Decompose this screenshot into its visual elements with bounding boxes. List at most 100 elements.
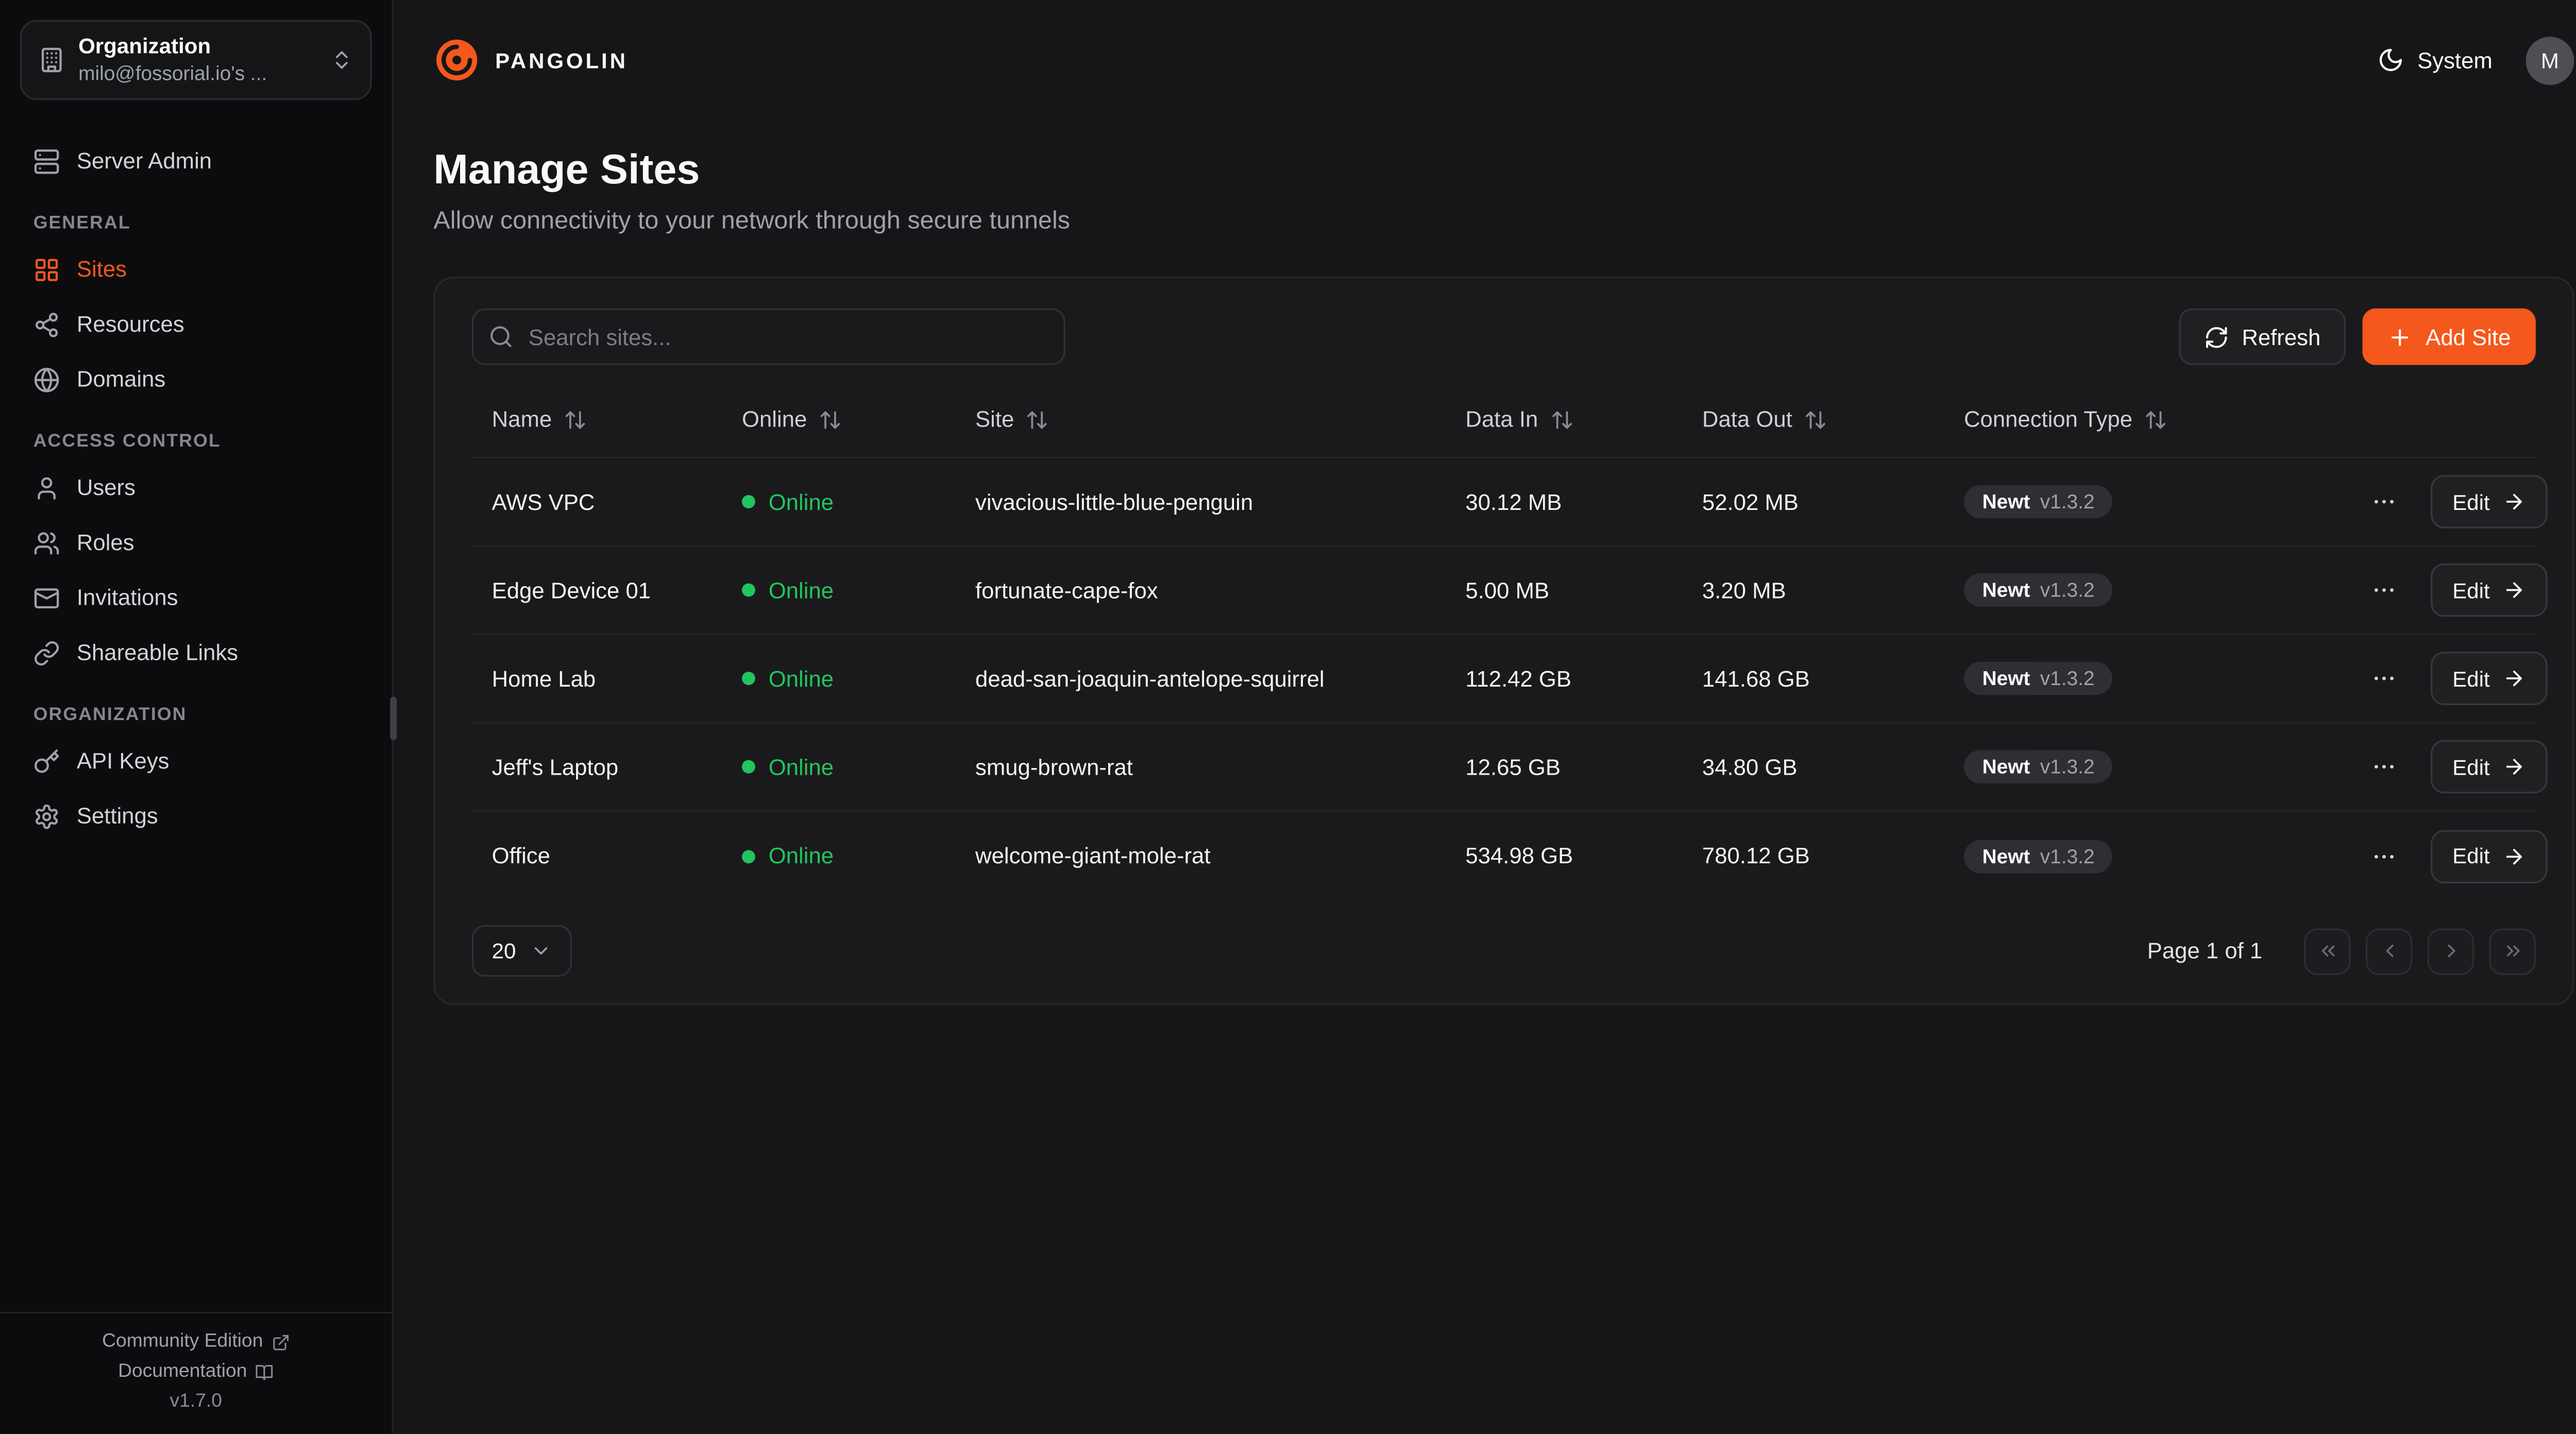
documentation-label: Documentation: [118, 1361, 247, 1382]
row-menu-button[interactable]: [2364, 482, 2404, 522]
site-slug: dead-san-joaquin-antelope-squirrel: [975, 665, 1325, 691]
online-dot-icon: [742, 760, 755, 774]
online-dot-icon: [742, 495, 755, 508]
edit-button[interactable]: Edit: [2431, 829, 2548, 883]
site-status: Online: [722, 577, 955, 603]
site-name: Jeff's Laptop: [492, 754, 619, 779]
data-out: 3.20 MB: [1702, 577, 1786, 603]
sites-grid-icon: [33, 257, 60, 283]
row-actions: Edit: [2344, 563, 2568, 617]
chevron-down-icon: [531, 940, 553, 962]
gear-icon: [33, 804, 60, 830]
card-toolbar: Refresh Add Site: [471, 308, 2536, 365]
row-menu-button[interactable]: [2364, 658, 2404, 698]
edit-button[interactable]: Edit: [2431, 652, 2548, 705]
sidebar-item-roles[interactable]: Roles: [20, 516, 372, 571]
first-page-button[interactable]: [2304, 927, 2351, 975]
theme-toggle[interactable]: System: [2377, 47, 2493, 74]
brand[interactable]: PANGOLIN: [433, 37, 628, 83]
sidebar-item-domains[interactable]: Domains: [20, 352, 372, 407]
page-size-select[interactable]: 20: [471, 925, 573, 977]
connection-type-badge: Newt v1.3.2: [1963, 750, 2113, 783]
data-in: 534.98 GB: [1465, 843, 1573, 868]
column-header-data-in[interactable]: Data In: [1446, 407, 1683, 432]
add-site-button[interactable]: Add Site: [2362, 308, 2536, 365]
next-page-button[interactable]: [2427, 927, 2475, 975]
sidebar-item-users[interactable]: Users: [20, 461, 372, 516]
online-dot-icon: [742, 583, 755, 597]
community-edition-label: Community Edition: [102, 1331, 263, 1352]
sites-table: Name Online Site Data In: [471, 382, 2548, 900]
sidebar-item-resources[interactable]: Resources: [20, 298, 372, 353]
column-header-connection-type[interactable]: Connection Type: [1944, 407, 2344, 432]
sort-icon: [564, 407, 587, 431]
column-header-online[interactable]: Online: [722, 407, 955, 432]
sidebar-resize-handle[interactable]: [390, 696, 397, 740]
sidebar-item-settings[interactable]: Settings: [20, 789, 372, 844]
community-edition-link[interactable]: Community Edition: [102, 1332, 290, 1352]
connection-type-cell: Newt v1.3.2: [1944, 573, 2344, 607]
table-row: Office Online welcome-giant-mole-rat 534…: [472, 812, 2548, 900]
documentation-link[interactable]: Documentation: [118, 1362, 274, 1382]
edit-button[interactable]: Edit: [2431, 475, 2548, 528]
globe-icon: [33, 367, 60, 394]
site-slug: smug-brown-rat: [975, 754, 1133, 779]
refresh-label: Refresh: [2242, 324, 2321, 349]
org-selector[interactable]: Organization milo@fossorial.io's ...: [20, 20, 372, 101]
data-out: 780.12 GB: [1702, 843, 1810, 868]
data-out: 34.80 GB: [1702, 754, 1798, 779]
user-icon: [33, 475, 60, 502]
brand-name: PANGOLIN: [495, 47, 628, 73]
connection-type-cell: Newt v1.3.2: [1944, 661, 2344, 695]
arrow-right-icon: [2503, 667, 2527, 690]
chevron-left-icon: [2378, 940, 2400, 962]
sidebar-item-label: Invitations: [76, 586, 178, 611]
connection-type-cell: Newt v1.3.2: [1944, 750, 2344, 783]
site-status: Online: [722, 666, 955, 691]
table-header: Name Online Site Data In: [471, 382, 2536, 458]
version-label: v1.7.0: [170, 1392, 222, 1412]
column-header-name[interactable]: Name: [472, 407, 722, 432]
pagination: Page 1 of 1: [2147, 927, 2536, 975]
chevrons-right-icon: [2502, 940, 2523, 962]
link-icon: [33, 640, 60, 667]
sidebar-item-label: Domains: [76, 367, 166, 393]
search-wrap: [471, 308, 1065, 365]
sidebar-item-api-keys[interactable]: API Keys: [20, 734, 372, 789]
sidebar-item-label: Users: [76, 475, 135, 501]
row-actions: Edit: [2344, 829, 2568, 883]
row-menu-button[interactable]: [2364, 747, 2404, 787]
search-input[interactable]: [471, 308, 1065, 365]
sidebar-item-label: Roles: [76, 531, 134, 556]
edit-button[interactable]: Edit: [2431, 740, 2548, 794]
last-page-button[interactable]: [2489, 927, 2536, 975]
sidebar-item-label: Sites: [76, 257, 127, 283]
refresh-button[interactable]: Refresh: [2178, 308, 2346, 365]
sidebar-item-sites[interactable]: Sites: [20, 243, 372, 298]
sidebar-item-shareable-links[interactable]: Shareable Links: [20, 626, 372, 681]
sort-icon: [1804, 407, 1827, 431]
theme-label: System: [2417, 47, 2493, 73]
column-header-site[interactable]: Site: [955, 407, 1445, 432]
row-actions: Edit: [2344, 652, 2568, 705]
topbar: PANGOLIN System M: [394, 0, 2576, 120]
mail-icon: [33, 585, 60, 612]
previous-page-button[interactable]: [2365, 927, 2413, 975]
building-icon: [38, 47, 65, 74]
data-in: 112.42 GB: [1465, 665, 1572, 691]
connection-type-cell: Newt v1.3.2: [1944, 839, 2344, 873]
sidebar-item-invitations[interactable]: Invitations: [20, 571, 372, 626]
arrow-right-icon: [2503, 578, 2527, 602]
card-footer: 20 Page 1 of 1: [471, 925, 2536, 977]
edit-button[interactable]: Edit: [2431, 563, 2548, 617]
search-icon: [488, 324, 514, 349]
row-menu-button[interactable]: [2364, 836, 2404, 876]
connection-type-badge: Newt v1.3.2: [1963, 485, 2113, 519]
avatar[interactable]: M: [2526, 36, 2574, 84]
row-menu-button[interactable]: [2364, 570, 2404, 610]
sidebar-item-server-admin[interactable]: Server Admin: [20, 134, 372, 189]
site-status: Online: [722, 489, 955, 514]
column-header-data-out[interactable]: Data Out: [1682, 407, 1944, 432]
site-name: AWS VPC: [492, 489, 595, 515]
